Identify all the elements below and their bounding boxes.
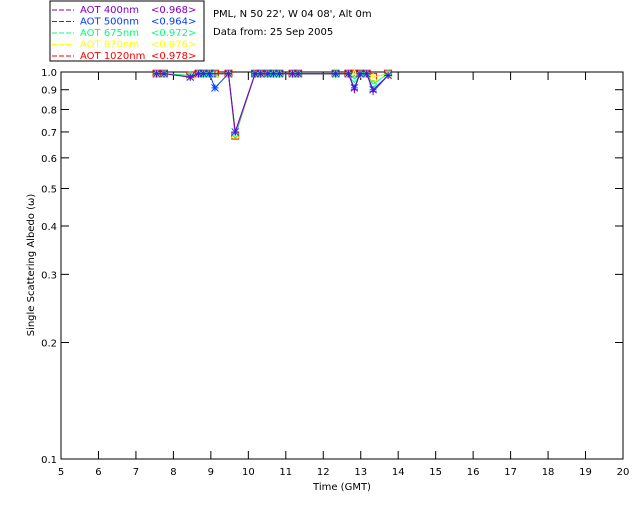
x-tick-label: 11 — [279, 467, 292, 478]
data-point-diamond — [210, 69, 220, 78]
x-tick-label: 9 — [208, 467, 214, 478]
x-tick-label: 17 — [504, 467, 517, 478]
data-point-plus — [160, 70, 168, 78]
series-aot-500nm — [152, 69, 392, 136]
data-point-diamond — [288, 69, 297, 78]
legend-label: AOT 500nm — [80, 17, 139, 28]
site-info: PML, N 50 22', W 04 08', Alt 0m — [213, 9, 372, 20]
data-point-diamond — [362, 69, 371, 78]
data-point-plus — [199, 70, 207, 78]
data-point-diamond — [355, 69, 365, 78]
x-tick-label: 20 — [617, 467, 630, 478]
legend-label: AOT 870nm — [80, 40, 139, 51]
data-point-diamond — [199, 69, 208, 78]
legend-mean: <0.978> — [151, 51, 196, 62]
x-tick-label: 6 — [95, 467, 101, 478]
data-point-plus — [294, 70, 302, 78]
data-point-plus — [332, 70, 340, 78]
data-point-plus — [211, 70, 219, 78]
data-point-plus — [356, 70, 364, 78]
data-point-diamond — [231, 130, 240, 139]
series-line — [156, 72, 389, 133]
data-point-plus — [384, 71, 392, 79]
data-point-plus — [269, 70, 277, 78]
data-point-diamond — [159, 69, 169, 78]
x-tick-label: 10 — [242, 467, 255, 478]
series-line — [156, 73, 389, 135]
y-tick-label: 0.2 — [41, 339, 57, 350]
y-tick-label: 0.7 — [41, 128, 57, 139]
x-tick-label: 13 — [354, 467, 367, 478]
x-tick-label: 14 — [392, 467, 405, 478]
y-tick-label: 0.5 — [41, 184, 57, 195]
data-point-diamond — [152, 69, 161, 78]
series-aot-400nm — [153, 70, 392, 136]
data-point-plus — [369, 88, 377, 96]
data-point-diamond — [269, 69, 278, 78]
data-point-diamond — [256, 69, 265, 78]
y-axis-label: Single Scattering Albedo (ω) — [26, 194, 37, 337]
data-point-diamond — [350, 74, 359, 84]
date-info: Data from: 25 Sep 2005 — [213, 27, 333, 38]
series-line — [156, 73, 389, 136]
legend-mean: <0.964> — [151, 17, 196, 28]
data-point-plus — [344, 70, 352, 78]
data-point-diamond — [293, 69, 303, 78]
y-tick-label: 1.0 — [41, 68, 57, 79]
y-tick-label: 0.9 — [41, 86, 57, 97]
series-line — [156, 73, 389, 133]
plot-area — [60, 71, 624, 460]
legend-label: AOT 400nm — [80, 5, 139, 16]
series-line — [156, 73, 389, 135]
data-point-plus — [350, 86, 358, 94]
legend: AOT 400nm <0.968> AOT 500nm <0.964> AOT 675n… — [52, 5, 196, 62]
data-point-diamond — [331, 69, 340, 78]
y-tick-label: 0.4 — [41, 222, 57, 233]
x-axis-label: Time (GMT) — [312, 482, 371, 493]
data-point-plus — [186, 73, 194, 81]
data-point-plus — [224, 70, 232, 78]
y-tick-label: 0.3 — [41, 270, 57, 281]
data-point-plus — [363, 70, 371, 78]
legend-label: AOT 675nm — [80, 28, 139, 39]
legend-label: AOT 1020nm — [80, 51, 145, 62]
data-point-diamond — [275, 69, 284, 78]
data-point-plus — [231, 128, 239, 136]
x-tick-label: 16 — [467, 467, 480, 478]
x-tick-label: 8 — [170, 467, 176, 478]
legend-mean: <0.976> — [151, 40, 196, 51]
data-point-star — [211, 83, 219, 92]
data-point-diamond — [250, 69, 260, 78]
x-tick-label: 12 — [317, 467, 330, 478]
data-point-plus — [275, 70, 283, 78]
x-tick-label: 7 — [133, 467, 139, 478]
x-tick-label: 5 — [58, 467, 64, 478]
legend-box — [49, 0, 205, 62]
y-tick-label: 0.8 — [41, 106, 57, 117]
data-point-diamond — [344, 69, 353, 78]
y-tick-label: 0.1 — [41, 455, 57, 466]
x-tick-label: 15 — [429, 467, 442, 478]
legend-mean: <0.968> — [151, 5, 196, 16]
data-point-plus — [153, 70, 161, 78]
y-tick-label: 0.6 — [41, 154, 57, 165]
x-tick-label: 19 — [579, 467, 592, 478]
data-point-diamond — [205, 69, 214, 78]
data-point-diamond — [263, 69, 273, 78]
x-tick-label: 18 — [542, 467, 555, 478]
data-point-plus — [257, 70, 265, 78]
series-aot-675nm — [152, 69, 393, 139]
legend-mean: <0.972> — [151, 28, 196, 39]
